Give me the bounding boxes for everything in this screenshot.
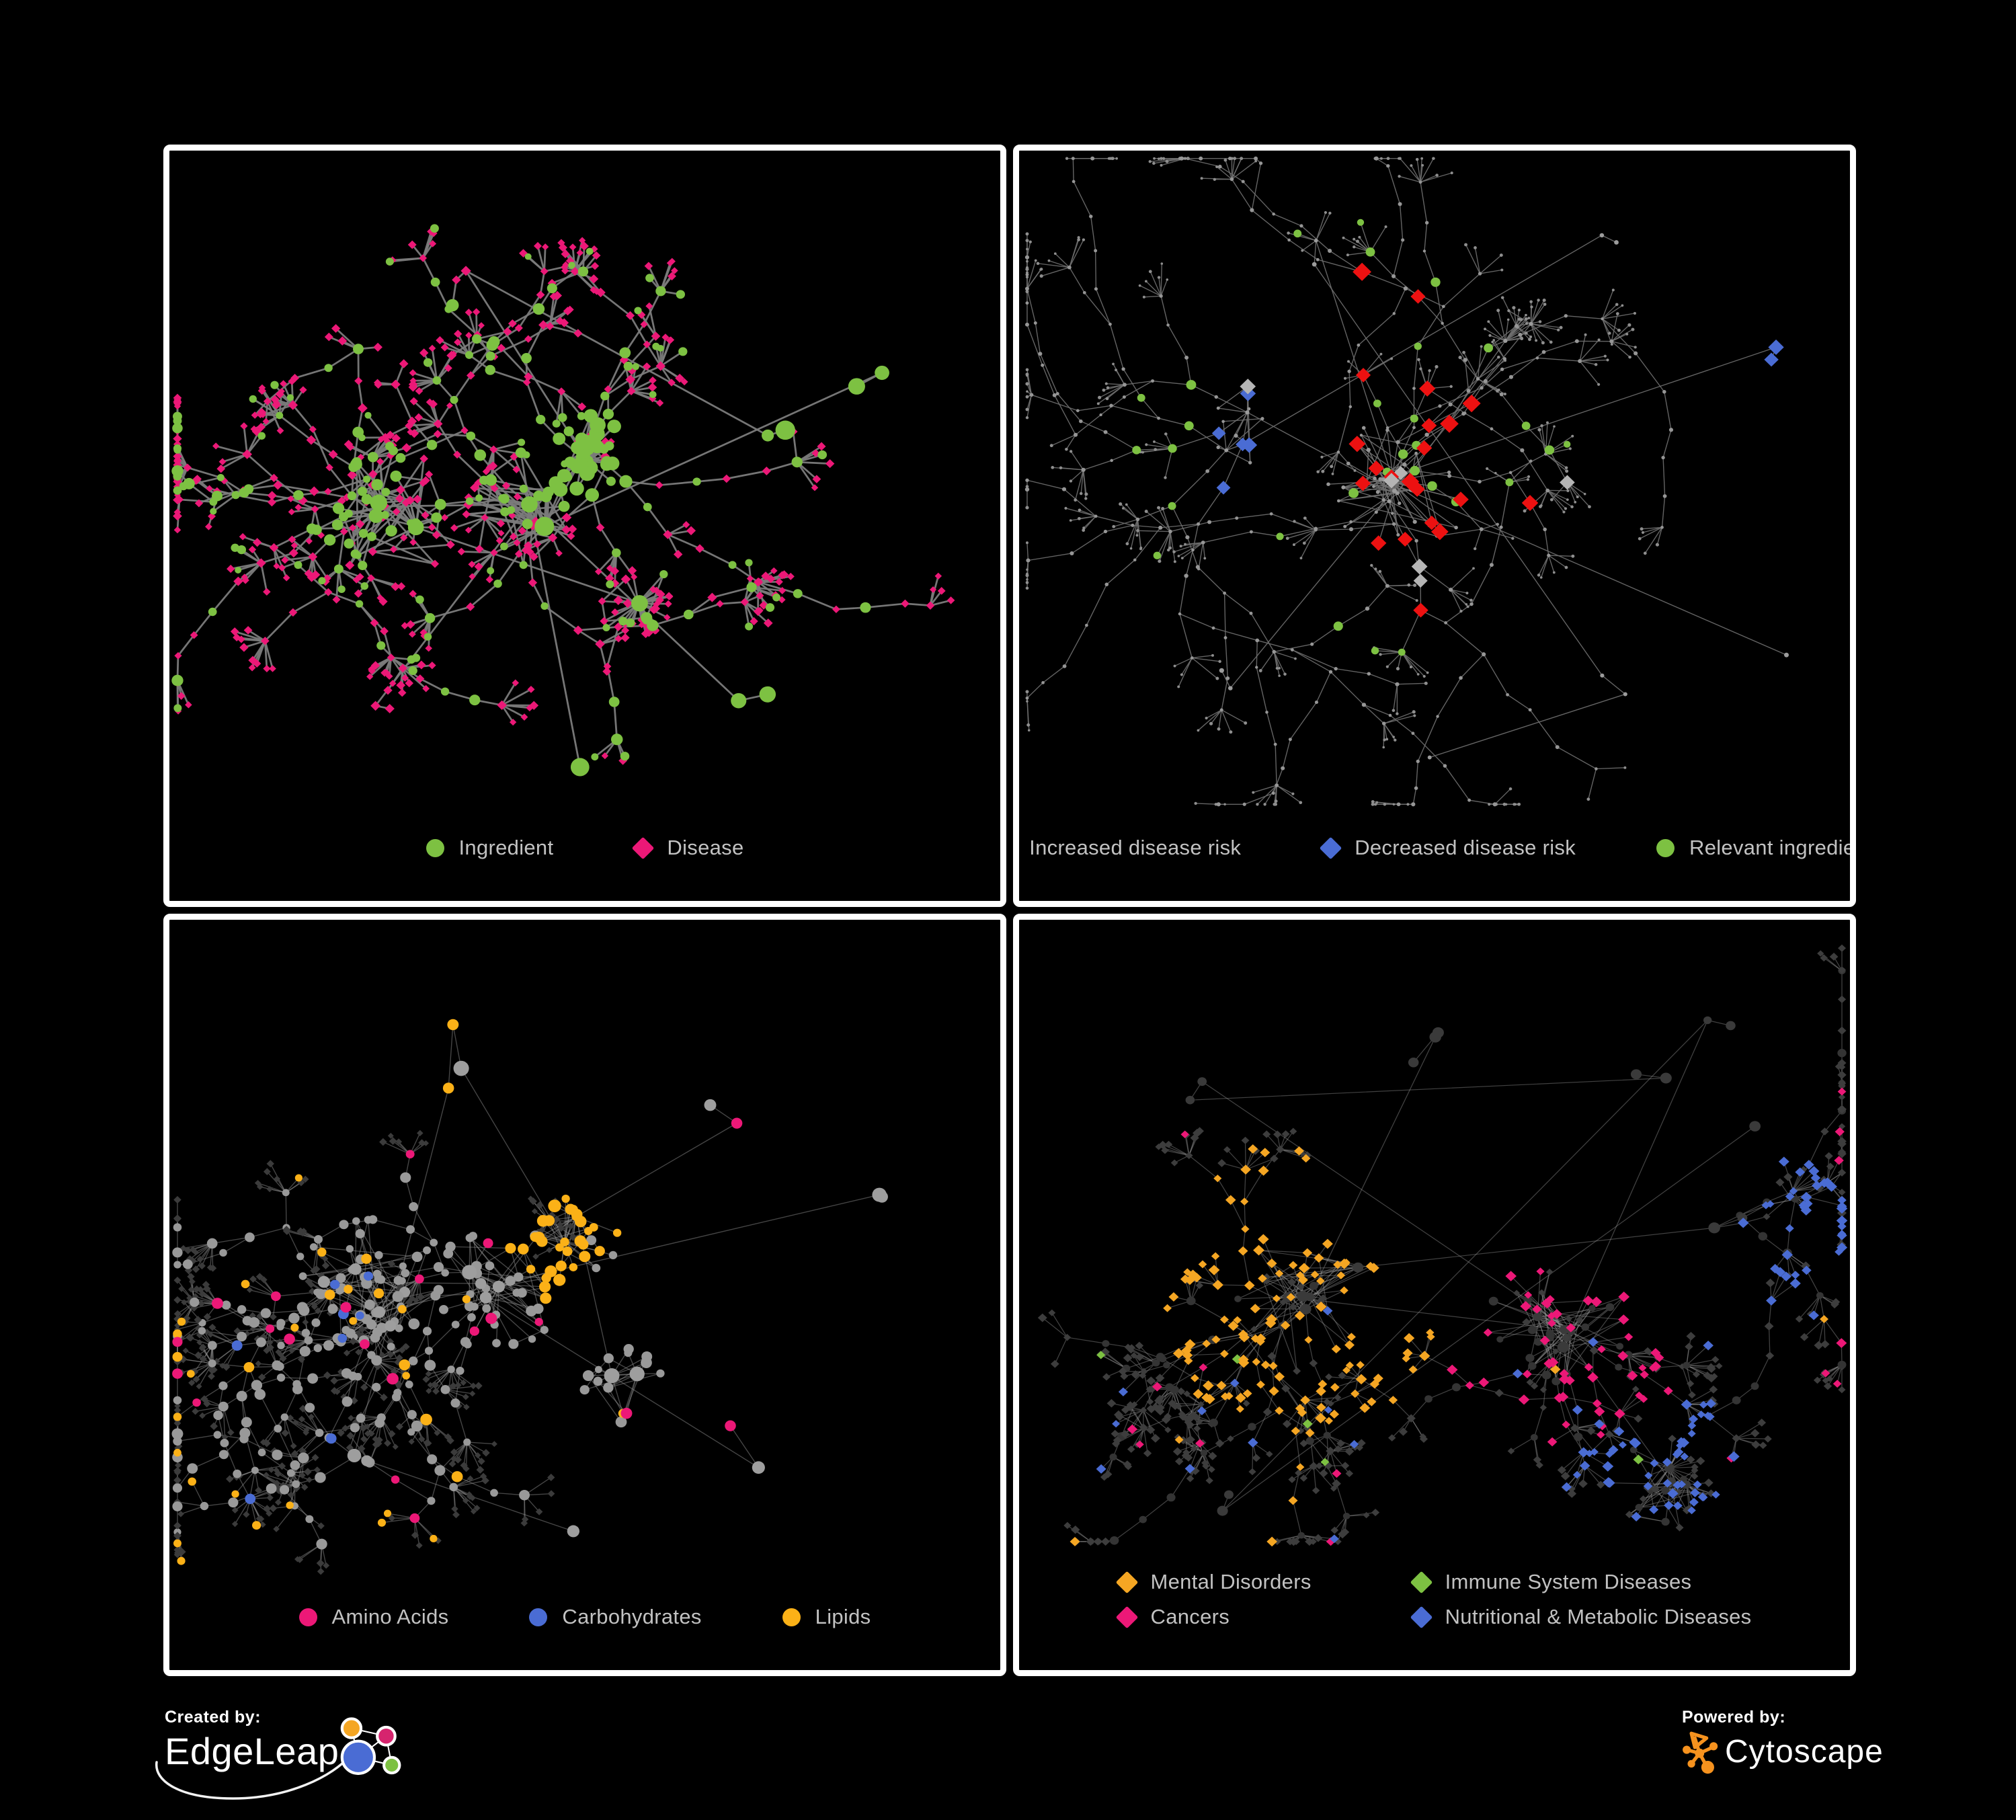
legend-label: Disease xyxy=(667,836,744,859)
panel-disease-categories: Mental Disorders Immune System Diseases Ca… xyxy=(1013,914,1856,1676)
legend-item: Cancers xyxy=(1115,1605,1312,1629)
legend-ingredient-disease: Ingredient Disease xyxy=(169,812,1000,901)
edgeleap-wordmark: EdgeLeap xyxy=(165,1730,339,1772)
network-nutrient-classes xyxy=(171,1019,888,1575)
legend-label: Increased disease risk xyxy=(1029,836,1242,859)
legend-label: Relevant ingredient xyxy=(1689,836,1856,859)
legend-item: Nutritional & Metabolic Diseases xyxy=(1410,1605,1752,1629)
legend-diamond-marker-icon xyxy=(1115,1571,1138,1593)
legend-item: Disease xyxy=(632,836,744,860)
legend-label: Immune System Diseases xyxy=(1445,1570,1692,1593)
legend-item: Carbohydrates xyxy=(529,1605,701,1629)
legend-label: Lipids xyxy=(815,1605,871,1628)
legend-diamond-marker-icon xyxy=(1410,1606,1433,1628)
legend-disease-risk: Increased disease risk Decreased disease … xyxy=(1019,812,1850,901)
legend-item: Amino Acids xyxy=(298,1605,449,1629)
panel-ingredient-disease: Ingredient Disease xyxy=(163,145,1006,907)
legend-label: Nutritional & Metabolic Diseases xyxy=(1445,1605,1752,1628)
legend-nutrient-classes: Amino Acids Carbohydrates Lipids xyxy=(169,1581,1000,1670)
legend-circle-marker-icon xyxy=(298,1608,317,1626)
legend-circle-marker-icon xyxy=(426,838,444,857)
cytoscape-logo-icon xyxy=(1683,1731,1718,1774)
legend-item: Mental Disorders xyxy=(1115,1570,1312,1594)
legend-item: Relevant ingredient xyxy=(1656,836,1856,860)
legend-item: Lipids xyxy=(782,1605,871,1629)
legend-item: Increased disease risk xyxy=(1013,836,1242,860)
legend-diamond-marker-icon xyxy=(1115,1606,1138,1628)
legend-label: Cancers xyxy=(1150,1605,1230,1628)
network-disease-risk xyxy=(1024,156,1789,807)
legend-item: Ingredient xyxy=(426,836,554,860)
legend-label: Ingredient xyxy=(458,836,554,859)
legend-label: Carbohydrates xyxy=(562,1605,702,1628)
panel-grid: Ingredient Disease Increased disease risk… xyxy=(163,145,1856,1676)
edgeleap-swoosh-icon xyxy=(155,1753,353,1800)
edgeleap-credit: Created by: EdgeLeap xyxy=(155,1708,407,1800)
legend-diamond-marker-icon xyxy=(1319,836,1342,859)
legend-circle-marker-icon xyxy=(529,1608,548,1626)
cytoscape-brand-row: Cytoscape xyxy=(1682,1730,1884,1774)
legend-label: Amino Acids xyxy=(331,1605,449,1628)
edgeleap-brand-row: EdgeLeap xyxy=(155,1717,407,1800)
network-ingredient-disease xyxy=(171,224,955,777)
legend-disease-categories: Mental Disorders Immune System Diseases Ca… xyxy=(1019,1549,1850,1670)
created-by-label: Created by: xyxy=(165,1708,261,1727)
legend-item: Decreased disease risk xyxy=(1319,836,1576,860)
legend-diamond-marker-icon xyxy=(1013,836,1016,859)
edgeleap-logo-icon xyxy=(341,1717,401,1775)
legend-label: Mental Disorders xyxy=(1150,1570,1312,1593)
cytoscape-wordmark: Cytoscape xyxy=(1725,1734,1884,1770)
legend-circle-marker-icon xyxy=(1656,838,1675,857)
cytoscape-credit: Powered by: Cytoscape xyxy=(1682,1708,1884,1774)
legend-diamond-marker-icon xyxy=(1410,1571,1433,1593)
panel-disease-risk: Increased disease risk Decreased disease … xyxy=(1013,145,1856,907)
network-disease-categories xyxy=(1037,944,1848,1547)
powered-by-label: Powered by: xyxy=(1682,1708,1786,1727)
legend-label: Decreased disease risk xyxy=(1355,836,1576,859)
legend-diamond-marker-icon xyxy=(632,836,655,859)
panel-nutrient-classes: Amino Acids Carbohydrates Lipids xyxy=(163,914,1006,1676)
legend-circle-marker-icon xyxy=(782,1608,801,1626)
legend-item: Immune System Diseases xyxy=(1410,1570,1752,1594)
